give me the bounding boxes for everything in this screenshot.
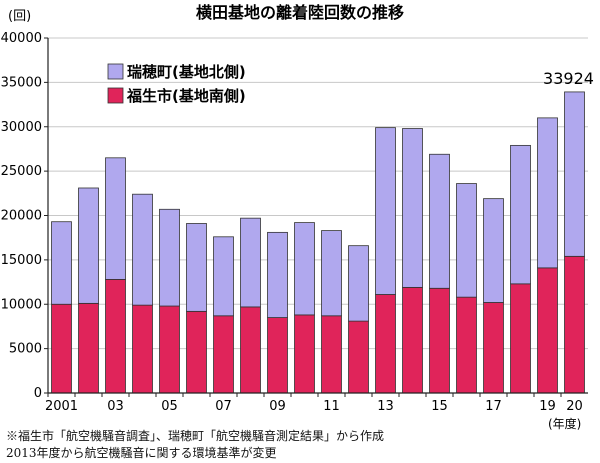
bar-mizuho-north <box>159 208 180 307</box>
x-tick-label: 15 <box>431 399 448 414</box>
bar-mizuho-north <box>510 144 531 285</box>
bar-fussa-south <box>186 310 207 394</box>
y-tick-label: 0 <box>34 386 42 401</box>
source-note: ※福生市「航空機騒音調査」、瑞穂町「航空機騒音測定結果」から作成 <box>6 429 385 443</box>
legend-label: 瑞穂町(基地北側) <box>127 63 246 81</box>
bar-mizuho-north <box>375 127 396 295</box>
bar-fussa-south <box>537 267 558 394</box>
x-axis-unit: (年度) <box>548 416 581 431</box>
y-axis-ticks: 0 5000 10000 15000 20000 25000 30000 35000 40000 <box>1 31 48 401</box>
bar-mizuho-north <box>105 157 126 280</box>
legend-label: 福生市(基地南側) <box>126 87 246 105</box>
bar-fussa-south <box>564 255 585 394</box>
bar-mizuho-north <box>267 231 288 318</box>
standard-change-note: 2013年度から航空機騒音に関する環境基準が変更 <box>6 446 277 460</box>
bar-mizuho-north <box>51 221 72 305</box>
bar-fussa-south <box>132 304 153 394</box>
x-tick-label: 05 <box>161 399 178 414</box>
bar-fussa-south <box>213 315 234 394</box>
bars <box>51 91 585 394</box>
bar-fussa-south <box>402 286 423 394</box>
bar-mizuho-north <box>240 217 261 308</box>
x-tick-label: 19 <box>539 399 556 414</box>
y-tick-label: 15000 <box>1 253 42 268</box>
bar-mizuho-north <box>402 128 423 288</box>
bar-fussa-south <box>267 317 288 394</box>
bar-fussa-south <box>375 294 396 394</box>
bar-mizuho-north <box>132 193 153 306</box>
max-value-label: 33924 <box>543 69 594 88</box>
y-tick-label: 20000 <box>1 209 42 224</box>
bar-fussa-south <box>348 320 369 394</box>
bar-mizuho-north <box>348 245 369 322</box>
legend-swatch <box>107 63 124 80</box>
y-tick-label: 10000 <box>1 297 42 312</box>
bar-fussa-south <box>510 283 531 394</box>
bar-fussa-south <box>429 287 450 394</box>
bar-fussa-south <box>240 306 261 394</box>
bar-fussa-south <box>159 305 180 394</box>
x-axis-ticks: 2001 03 05 07 09 11 13 15 17 19 20 <box>45 393 583 414</box>
y-tick-label: 40000 <box>1 31 42 46</box>
bar-fussa-south <box>51 303 72 394</box>
y-tick-label: 5000 <box>9 342 42 357</box>
x-tick-label: 07 <box>215 399 232 414</box>
bar-mizuho-north <box>186 223 207 312</box>
bar-mizuho-north <box>537 117 558 269</box>
x-tick-label: 03 <box>107 399 124 414</box>
bar-fussa-south <box>78 302 99 394</box>
x-tick-label: 2001 <box>45 399 78 414</box>
legend-swatch <box>107 87 124 104</box>
x-tick-label: 20 <box>566 399 583 414</box>
y-tick-label: 35000 <box>1 75 42 90</box>
bar-mizuho-north <box>564 91 585 257</box>
x-tick-label: 13 <box>377 399 394 414</box>
bar-mizuho-north <box>213 236 234 317</box>
bar-fussa-south <box>294 314 315 394</box>
bar-mizuho-north <box>294 222 315 316</box>
y-axis-unit: (回) <box>8 9 31 24</box>
legend: 瑞穂町(基地北側) 福生市(基地南側) <box>107 63 246 105</box>
x-tick-label: 09 <box>269 399 286 414</box>
y-tick-label: 30000 <box>1 120 42 135</box>
x-tick-label: 17 <box>485 399 502 414</box>
bar-mizuho-north <box>321 230 342 317</box>
bar-fussa-south <box>456 296 477 394</box>
bar-fussa-south <box>321 315 342 394</box>
bar-mizuho-north <box>429 153 450 289</box>
bar-fussa-south <box>105 278 126 394</box>
bar-mizuho-north <box>78 187 99 304</box>
y-tick-label: 25000 <box>1 164 42 179</box>
bar-mizuho-north <box>483 198 504 303</box>
chart-title: 横田基地の離着陸回数の推移 <box>196 3 404 22</box>
gridlines <box>48 37 588 350</box>
bar-mizuho-north <box>456 183 477 298</box>
bar-fussa-south <box>483 302 504 394</box>
x-tick-label: 11 <box>323 399 340 414</box>
